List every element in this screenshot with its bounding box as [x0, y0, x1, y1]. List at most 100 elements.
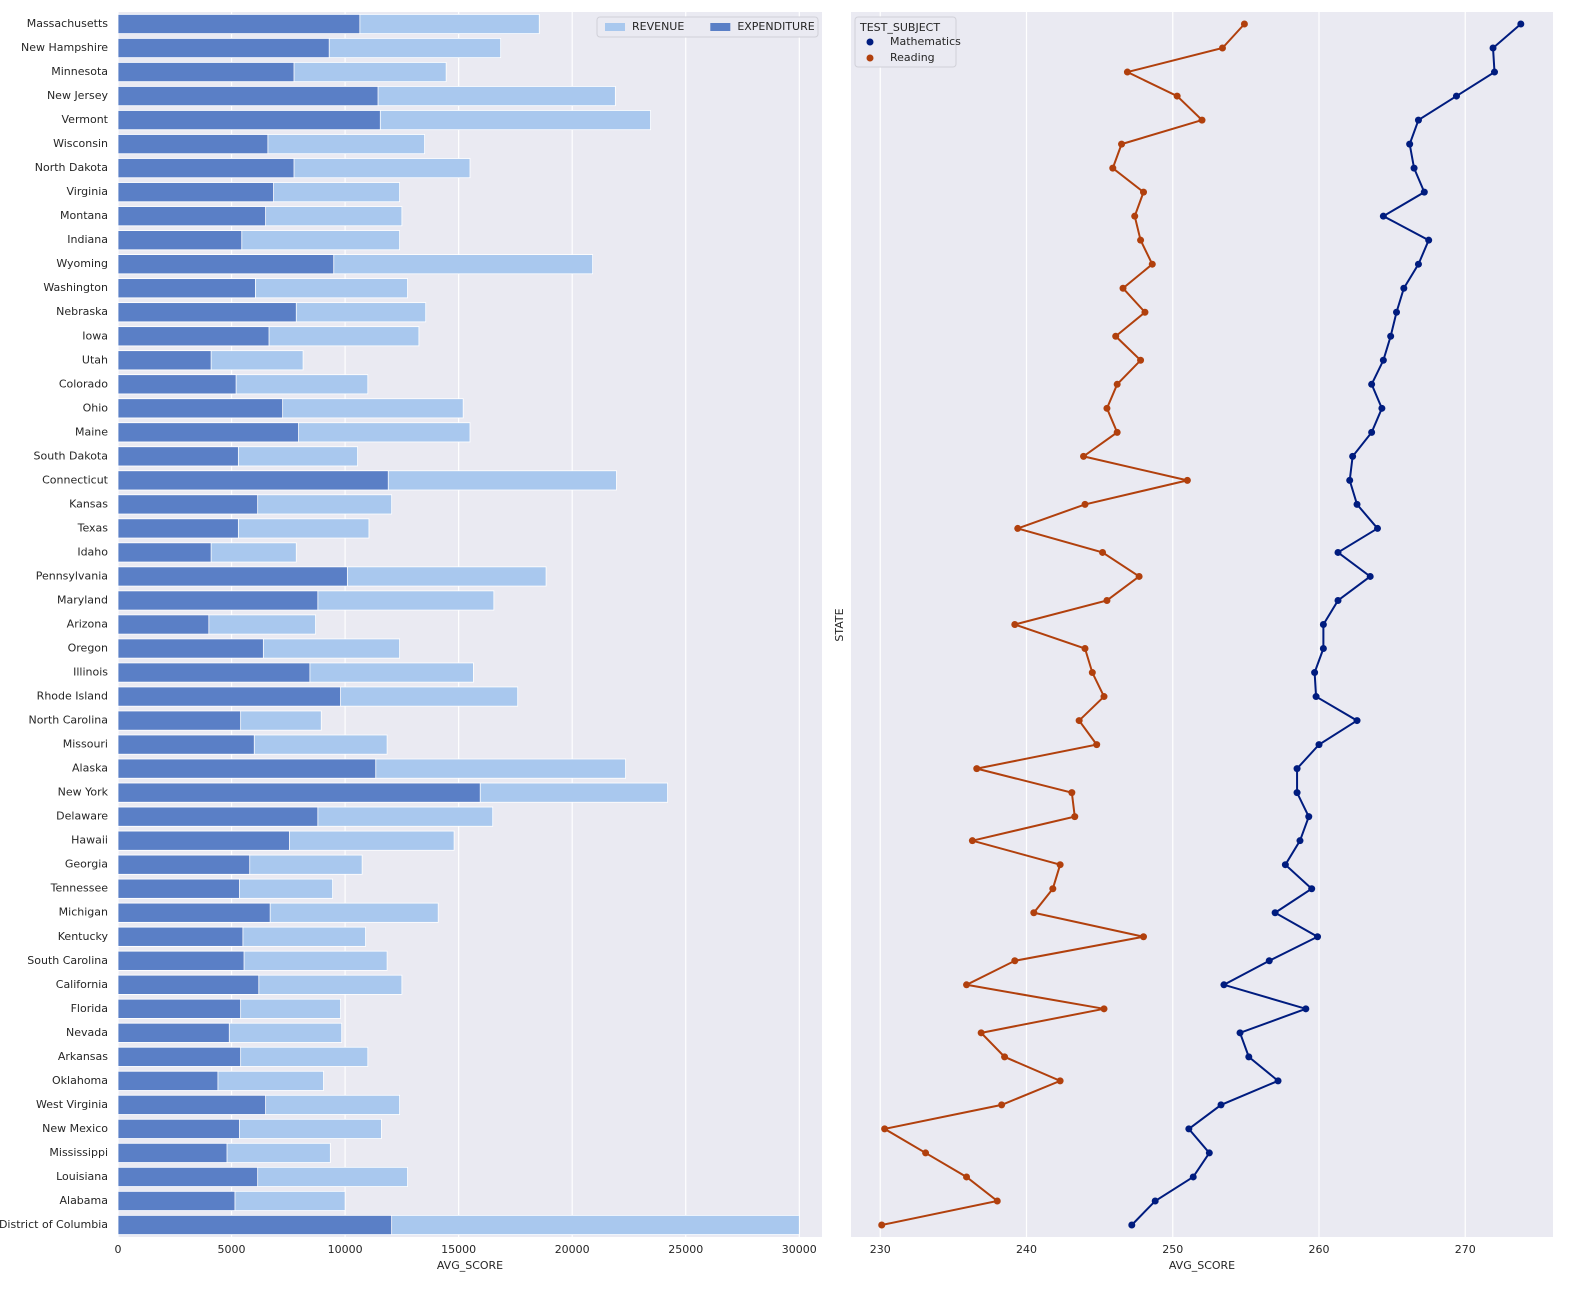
point [1103, 404, 1111, 412]
y-tick-label: District of Columbia [0, 1218, 108, 1231]
point [1312, 693, 1320, 701]
x-tick-label: 30000 [782, 1243, 817, 1256]
point [1135, 572, 1143, 580]
bar [117, 710, 242, 731]
bar [117, 734, 255, 755]
point [998, 1101, 1006, 1109]
point [1308, 885, 1316, 893]
x-tick-label: 240 [1016, 1243, 1037, 1256]
point [1113, 428, 1121, 436]
bar [117, 1214, 393, 1235]
legend-label: Mathematics [890, 35, 961, 48]
y-tick-label: Maine [75, 425, 108, 438]
y-tick-label: Mississippi [49, 1146, 108, 1159]
point [1311, 669, 1319, 677]
point [1406, 140, 1414, 148]
point [1315, 741, 1323, 749]
legend-marker [866, 38, 874, 46]
y-tick-label: Texas [77, 521, 109, 534]
x-tick-label: 250 [1162, 1243, 1183, 1256]
point [1374, 524, 1381, 532]
y-tick-label: Rhode Island [37, 690, 108, 703]
point [968, 837, 976, 845]
point [1109, 164, 1117, 172]
bar [117, 566, 348, 587]
bar [117, 446, 239, 467]
bar [117, 950, 245, 971]
bar [117, 662, 311, 683]
point [1014, 524, 1022, 532]
bar [117, 1118, 240, 1139]
bar [117, 1166, 259, 1187]
bar [117, 926, 244, 947]
point [1240, 20, 1248, 28]
point [1119, 284, 1127, 292]
point [1334, 596, 1342, 604]
y-tick-label: Indiana [67, 233, 108, 246]
y-tick-label: Florida [71, 1002, 108, 1015]
y-tick-label: Arizona [67, 618, 108, 631]
y-tick-label: New Mexico [42, 1122, 108, 1135]
point [1425, 236, 1433, 244]
bar [117, 422, 299, 443]
y-tick-label: Alaska [72, 762, 108, 775]
point [1093, 741, 1101, 749]
bar [117, 782, 481, 803]
point [1001, 1053, 1009, 1061]
y-tick-label: Massachusetts [27, 17, 109, 30]
point [1420, 188, 1428, 196]
point [1123, 68, 1131, 76]
point [1296, 837, 1304, 845]
y-tick-label: Washington [43, 281, 108, 294]
point [963, 1173, 971, 1181]
legend-label: EXPENDITURE [737, 20, 814, 33]
point [1387, 332, 1395, 340]
point [1319, 645, 1327, 653]
point [1068, 789, 1076, 797]
x-tick-label: 270 [1455, 1243, 1476, 1256]
point [1346, 476, 1354, 484]
bar [117, 854, 251, 875]
y-tick-label: Iowa [82, 329, 108, 342]
bar [117, 14, 361, 35]
y-tick-label: Louisiana [56, 1170, 108, 1183]
point [1103, 596, 1111, 604]
y-tick-label: California [56, 978, 108, 991]
point [1081, 500, 1089, 508]
point [1075, 717, 1083, 725]
x-axis-label: AVG_SCORE [1169, 1259, 1235, 1272]
y-tick-label: Virginia [67, 185, 108, 198]
point [1030, 909, 1038, 917]
bar [117, 1022, 230, 1043]
y-axis-label: STATE [833, 608, 846, 641]
plot-area [851, 12, 1553, 1237]
y-tick-label: Ohio [83, 401, 109, 414]
y-tick-label: Kansas [69, 497, 108, 510]
bar [117, 518, 239, 539]
y-tick-label: Hawaii [71, 834, 108, 847]
x-tick-label: 0 [115, 1243, 122, 1256]
point [1334, 548, 1342, 556]
y-tick-label: West Virginia [36, 1098, 108, 1111]
point [922, 1149, 930, 1157]
bar [117, 134, 269, 155]
bar [117, 878, 240, 899]
legend-box [854, 16, 957, 68]
point [1349, 452, 1357, 460]
point [1118, 140, 1126, 148]
point [1148, 260, 1156, 268]
point [1452, 92, 1460, 100]
y-tick-label: Montana [60, 209, 108, 222]
y-tick-label: Delaware [56, 810, 108, 823]
point [1293, 765, 1301, 773]
bar [117, 374, 237, 395]
point [1049, 885, 1057, 893]
y-tick-label: Georgia [65, 858, 108, 871]
y-tick-label: New Hampshire [21, 41, 108, 54]
bar [117, 230, 243, 251]
point [1353, 500, 1361, 508]
x-tick-label: 230 [870, 1243, 891, 1256]
point [1293, 789, 1301, 797]
bar [117, 1070, 219, 1091]
